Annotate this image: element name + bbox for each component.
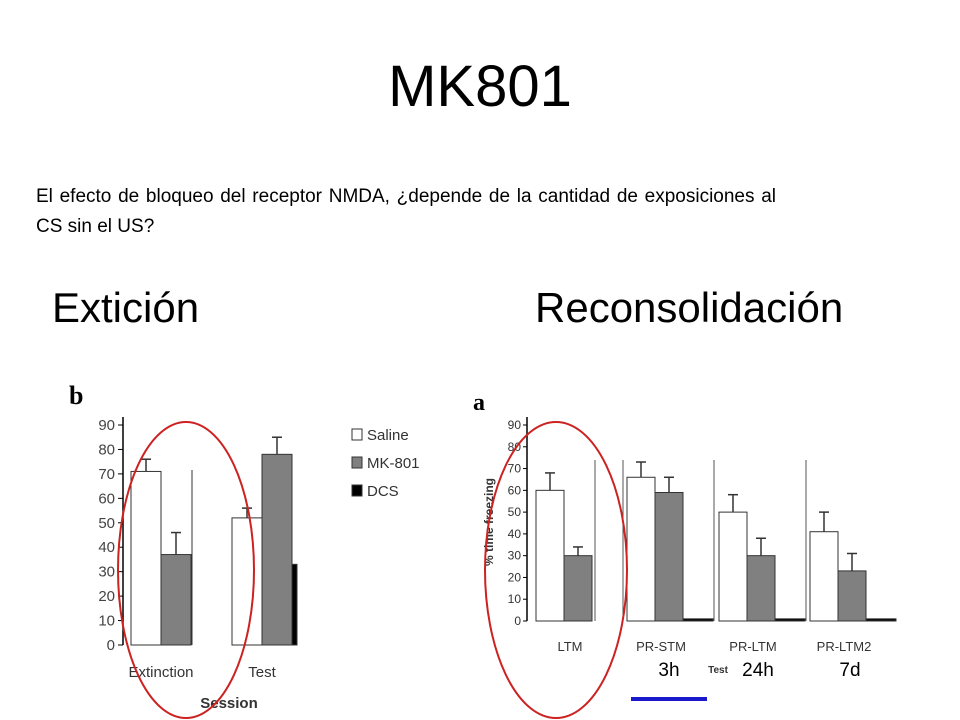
x-axis-label: Session [200, 695, 258, 712]
bar-dcs [774, 618, 806, 622]
legend-label: DCS [367, 483, 399, 500]
x-tick-label: PR-LTM2 [817, 639, 872, 654]
highlight-ellipse-extinction [117, 421, 255, 719]
heading-reconsolidation: Reconsolidación [535, 284, 844, 331]
y-tick-label: 90 [98, 417, 115, 434]
bar-mk-801 [261, 453, 293, 646]
bar-saline [626, 476, 656, 622]
bar-dcs [682, 618, 714, 622]
x-tick-label: PR-LTM [729, 639, 776, 654]
bar-mk-801 [837, 570, 867, 622]
bar-mk-801 [563, 555, 593, 622]
panel-label-a: a [473, 390, 485, 416]
y-tick-label: 20 [508, 570, 522, 584]
x-tick-label: Extinction [128, 664, 193, 681]
legend-swatch [351, 428, 363, 441]
y-tick-label: 80 [98, 441, 115, 458]
legend-label: Saline [367, 427, 409, 444]
time-label: 3h [658, 660, 679, 681]
heading-extinction: Extición [52, 284, 200, 331]
y-tick-label: 50 [508, 505, 522, 519]
bar-dcs [291, 563, 298, 646]
y-tick-label: 20 [98, 588, 115, 605]
y-tick-label: 0 [107, 637, 115, 654]
question-text: El efecto de bloqueo del receptor NMDA, … [36, 186, 776, 237]
legend-label: MK-801 [367, 455, 420, 472]
bar-saline [718, 511, 748, 622]
y-tick-label: 40 [98, 539, 115, 556]
bar-mk-801 [654, 492, 684, 622]
y-tick-label: 70 [508, 462, 522, 476]
time-label: 7d [839, 660, 860, 681]
bar-saline [535, 489, 565, 622]
annotation-overlay: 3h 24h 7d [117, 421, 861, 719]
legend-swatch [351, 484, 363, 497]
y-tick-label: 30 [98, 564, 115, 581]
x-axis-label: Test [708, 665, 728, 676]
bar-saline [809, 531, 839, 622]
y-tick-label: 60 [508, 483, 522, 497]
y-tick-label: 70 [98, 466, 115, 483]
slide-title: MK801 [388, 54, 572, 119]
y-tick-label: 60 [98, 490, 115, 507]
x-tick-label: Test [248, 664, 276, 681]
x-tick-label: PR-STM [636, 639, 686, 654]
bar-saline [231, 517, 263, 646]
y-tick-label: 80 [508, 440, 522, 454]
y-tick-label: 40 [508, 527, 522, 541]
y-tick-label: 90 [508, 418, 522, 432]
bar-dcs [865, 618, 897, 622]
time-label: 24h [742, 660, 774, 681]
bar-mk-801 [160, 554, 192, 646]
y-tick-label: 50 [98, 515, 115, 532]
y-tick-label: 10 [98, 613, 115, 630]
bar-saline [130, 470, 162, 646]
y-tick-label: 0 [514, 614, 521, 628]
y-tick-label: 30 [508, 549, 522, 563]
y-tick-label: 10 [508, 592, 522, 606]
legend-swatch [351, 456, 363, 469]
highlight-ellipse-ltm [484, 421, 628, 719]
panel-label-b: b [69, 381, 83, 410]
chart-extinction: b 0 10 20 30 40 50 60 70 80 90 Extinction Test Sessio… [69, 381, 420, 712]
x-tick-label: LTM [557, 639, 582, 654]
bar-mk-801 [746, 555, 776, 622]
